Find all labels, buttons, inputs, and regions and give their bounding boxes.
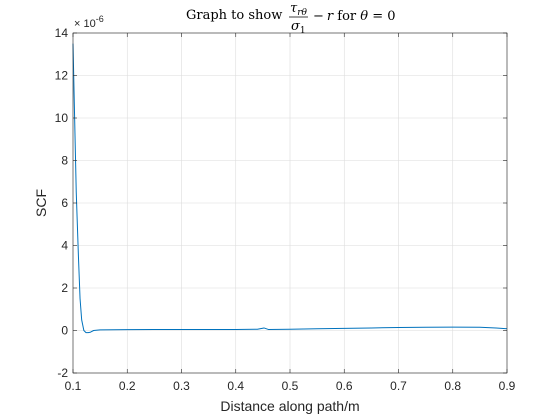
y-tick-label: 14 xyxy=(55,26,69,40)
y-tick-label: 8 xyxy=(61,154,68,168)
y-tick-label: -2 xyxy=(57,366,68,380)
title-tau: τ xyxy=(290,1,298,16)
y-tick-label: 10 xyxy=(55,111,69,125)
title-sigma: σ xyxy=(291,19,301,34)
title-suffix: − r for θ = 0 xyxy=(313,9,396,24)
title-theta: θ xyxy=(360,9,368,24)
y-axis-exponent-base: × 10 xyxy=(74,18,96,30)
x-tick-label: 0.4 xyxy=(227,379,244,393)
x-tick-label: 0.9 xyxy=(499,379,516,393)
title-frac-denominator: σ1 xyxy=(291,19,306,36)
title-r: r xyxy=(327,9,334,24)
x-tick-label: 0.5 xyxy=(282,379,299,393)
ticks: 0.1 0.2 0.3 0.4 0.5 0.6 0.7 0.8 0.9 -2 0 2 4 6 8 10 12 14 xyxy=(55,26,516,393)
title-minus: − xyxy=(313,9,324,24)
y-tick-label: 4 xyxy=(61,239,68,253)
y-tick-label: 0 xyxy=(61,324,68,338)
x-tick-label: 0.8 xyxy=(444,379,461,393)
y-axis-label: SCF xyxy=(33,189,49,217)
x-tick-label: 0.1 xyxy=(65,379,82,393)
title-tau-sub: rθ xyxy=(297,8,307,18)
series-layer xyxy=(72,43,508,334)
y-tick-label: 12 xyxy=(55,69,69,83)
y-tick-label: 6 xyxy=(61,196,68,210)
y-axis-exponent-power: -6 xyxy=(96,14,104,24)
y-tick-label: 2 xyxy=(61,281,68,295)
y-axis-exponent: × 10-6 xyxy=(74,14,104,30)
title-prefix: Graph to show xyxy=(186,8,282,23)
chart-title: Graph to show τrθ σ1 − r for θ = 0 xyxy=(186,1,396,36)
title-for: for xyxy=(333,9,360,24)
x-tick-label: 0.6 xyxy=(336,379,353,393)
x-axis-label: Distance along path/m xyxy=(220,398,359,414)
title-sigma-sub: 1 xyxy=(300,26,306,36)
x-tick-label: 0.7 xyxy=(390,379,407,393)
grid xyxy=(72,32,508,374)
x-tick-label: 0.2 xyxy=(119,379,136,393)
series-line xyxy=(72,43,508,334)
title-equals: = 0 xyxy=(368,9,395,24)
title-frac-numerator: τrθ xyxy=(290,1,308,18)
x-tick-label: 0.3 xyxy=(173,379,190,393)
